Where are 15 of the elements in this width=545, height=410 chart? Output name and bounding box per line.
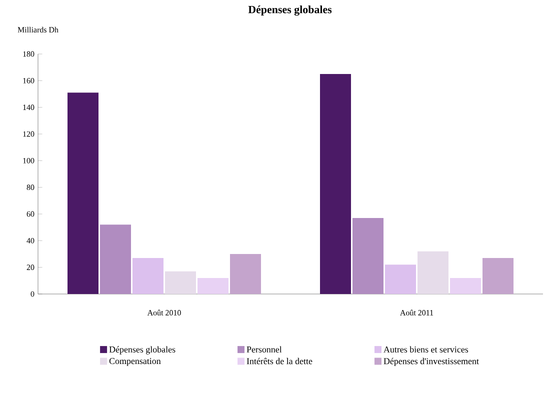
bar bbox=[385, 264, 416, 294]
legend-label: Compensation bbox=[109, 358, 161, 366]
bar bbox=[100, 224, 131, 294]
bar bbox=[132, 258, 164, 294]
bar bbox=[352, 218, 384, 294]
legend-label: Autres biens et services bbox=[384, 346, 468, 353]
legend-label: Dépenses globales bbox=[109, 346, 176, 354]
legend-label: Dépenses d'investissement bbox=[384, 358, 479, 366]
bar bbox=[482, 258, 514, 294]
chart-title: Dépenses globales bbox=[248, 6, 332, 16]
legend-label: Personnel bbox=[246, 346, 282, 353]
bar bbox=[68, 92, 98, 294]
legend-label: Intérêts de la dette bbox=[246, 358, 312, 364]
bar bbox=[320, 74, 351, 294]
bar bbox=[230, 254, 262, 294]
